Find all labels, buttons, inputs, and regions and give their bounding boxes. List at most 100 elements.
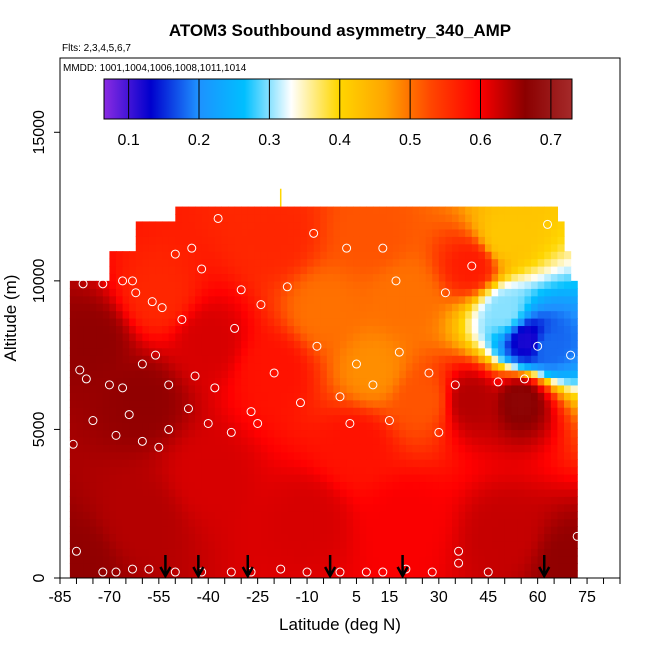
sample-point	[170, 249, 180, 259]
heatmap-cell	[175, 228, 183, 237]
heatmap-cell	[537, 429, 545, 438]
heatmap-cell	[366, 214, 374, 223]
heatmap-cell	[188, 503, 196, 512]
heatmap-cell	[386, 518, 394, 527]
heatmap-cell	[241, 347, 249, 356]
heatmap-cell	[254, 481, 262, 490]
heatmap-cell	[116, 511, 124, 520]
heatmap-cell	[69, 370, 78, 379]
heatmap-cell	[274, 273, 282, 282]
heatmap-cell	[135, 310, 143, 319]
heatmap-cell	[412, 228, 420, 237]
heatmap-cell	[214, 563, 223, 572]
heatmap-cell	[498, 362, 506, 371]
heatmap-cell	[307, 340, 315, 349]
heatmap-cell	[432, 451, 440, 460]
heatmap-cell	[452, 243, 460, 252]
heatmap-cell	[359, 355, 367, 364]
heatmap-cell	[313, 444, 321, 453]
heatmap-cell	[307, 526, 315, 535]
heatmap-cell	[307, 214, 315, 223]
heatmap-cell	[458, 318, 466, 327]
heatmap-cell	[531, 481, 539, 490]
heatmap-cell	[76, 533, 84, 542]
heatmap-cell	[379, 429, 387, 438]
heatmap-cell	[340, 251, 348, 260]
heatmap-cell	[353, 488, 361, 497]
heatmap-cell	[511, 563, 519, 572]
heatmap-cell	[313, 362, 321, 371]
heatmap-cell	[293, 436, 302, 445]
heatmap-cell	[83, 362, 91, 371]
heatmap-cell	[412, 221, 420, 230]
sample-point	[75, 365, 85, 375]
heatmap-cell	[550, 474, 559, 483]
heatmap-cell	[247, 214, 255, 223]
heatmap-cell	[392, 563, 400, 572]
heatmap-cell	[162, 243, 170, 252]
heatmap-cell	[175, 384, 183, 393]
flight-arrow	[538, 555, 551, 579]
heatmap-cell	[392, 303, 400, 312]
heatmap-cell	[148, 392, 157, 401]
heatmap-cell	[570, 414, 578, 423]
heatmap-cell	[228, 347, 236, 356]
heatmap-cell	[405, 570, 414, 578]
heatmap-cell	[438, 377, 447, 386]
heatmap-cell	[162, 526, 170, 535]
heatmap-cell	[320, 370, 328, 379]
heatmap-cell	[175, 474, 183, 483]
heatmap-cell	[478, 258, 486, 267]
heatmap-cell	[405, 496, 414, 505]
heatmap-cell	[280, 288, 288, 297]
heatmap-cell	[287, 511, 295, 520]
heatmap-cell	[379, 392, 387, 401]
heatmap-cell	[372, 370, 381, 379]
heatmap-cell	[405, 228, 414, 237]
heatmap-cell	[445, 526, 453, 535]
heatmap-cell	[353, 451, 361, 460]
heatmap-cell	[537, 533, 545, 542]
heatmap-cell	[267, 340, 275, 349]
heatmap-cell	[307, 310, 315, 319]
heatmap-cell	[550, 318, 559, 327]
heatmap-cell	[372, 548, 381, 557]
heatmap-cell	[412, 362, 420, 371]
heatmap-cell	[333, 355, 341, 364]
sample-point	[98, 279, 108, 289]
heatmap-cell	[287, 407, 295, 416]
heatmap-cell	[195, 444, 203, 453]
heatmap-cell	[267, 355, 275, 364]
heatmap-cell	[109, 318, 117, 327]
heatmap-cell	[326, 436, 335, 445]
heatmap-cell	[214, 496, 223, 505]
heatmap-cell	[452, 481, 460, 490]
heatmap-cell	[116, 466, 124, 475]
heatmap-cell	[320, 258, 328, 267]
heatmap-cell	[241, 258, 249, 267]
heatmap-cell	[419, 251, 427, 260]
heatmap-cell	[234, 206, 242, 215]
heatmap-cell	[188, 258, 196, 267]
heatmap-cell	[517, 540, 526, 549]
heatmap-cell	[195, 496, 203, 505]
heatmap-cell	[531, 288, 539, 297]
heatmap-cell	[129, 526, 137, 535]
heatmap-cell	[234, 295, 242, 304]
colorbar-tick-label: 0.5	[399, 132, 421, 149]
heatmap-cell	[564, 399, 572, 408]
heatmap-cell	[392, 236, 400, 245]
heatmap-cell	[550, 362, 559, 371]
heatmap-cell	[399, 221, 407, 230]
heatmap-cell	[471, 563, 479, 572]
heatmap-cell	[221, 488, 229, 497]
heatmap-cell	[129, 318, 137, 327]
heatmap-cell	[478, 466, 486, 475]
heatmap-cell	[122, 280, 130, 289]
heatmap-cell	[491, 266, 499, 275]
heatmap-cell	[274, 414, 282, 423]
heatmap-cell	[491, 459, 499, 468]
heatmap-cell	[537, 355, 545, 364]
heatmap-cell	[188, 377, 196, 386]
heatmap-cell	[564, 459, 572, 468]
